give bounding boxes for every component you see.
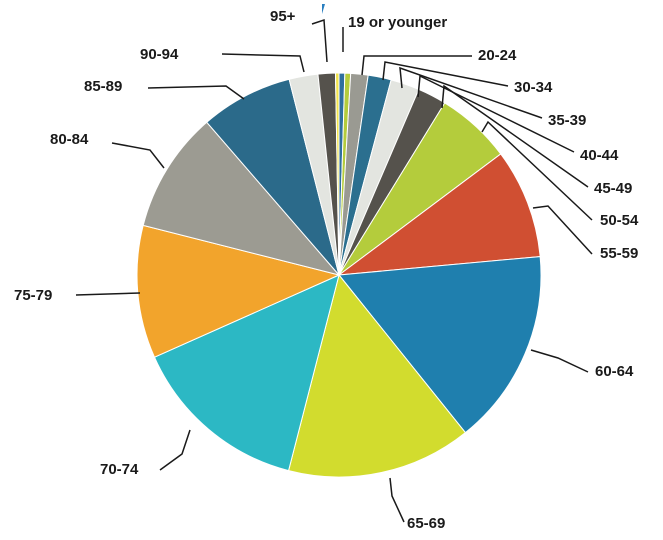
slice-70-74 (136, 224, 341, 358)
slice-label-70-74: 70-74 (100, 461, 139, 478)
slice-label-60-64: 60-64 (595, 363, 634, 380)
leader-line-35-39 (399, 66, 543, 119)
leader-line-45-49 (441, 84, 589, 188)
slice-label-20-24: 20-24 (478, 47, 517, 64)
leader-line-80-84 (111, 142, 165, 169)
slice-label-19-or-younger: 19 or younger (348, 14, 447, 31)
slice-60-64 (287, 273, 467, 478)
slice-label-35-39: 35-39 (548, 112, 586, 129)
slice-label-85-89: 85-89 (84, 78, 122, 95)
slice-label-95+: 95+ (270, 8, 296, 25)
slice-label-50-54: 50-54 (600, 212, 639, 229)
slice-label-75-79: 75-79 (14, 287, 52, 304)
leader-line-70-74 (159, 429, 191, 471)
slice-75-79 (142, 121, 341, 276)
slice-label-55-59: 55-59 (600, 245, 638, 262)
leader-line-90-94 (221, 53, 305, 73)
pie-slices (136, 72, 542, 478)
slice-label-80-84: 80-84 (50, 131, 89, 148)
slice-label-45-49: 45-49 (594, 180, 632, 197)
leader-line-20-24 (361, 55, 472, 76)
slice-label-40-44: 40-44 (580, 147, 619, 164)
leader-line-65-69 (389, 477, 405, 523)
leader-line-50-54 (481, 120, 593, 221)
slice-55-59 (338, 256, 542, 434)
slice-50-54 (337, 153, 541, 276)
leader-line-85-89 (147, 85, 245, 100)
slice-labels: 19 or younger 20-24 30-34 35-39 40-44 45-49 50… (14, 4, 639, 532)
leader-line-40-44 (417, 74, 575, 153)
slice-label-65-69: 65-69 (407, 515, 445, 532)
leader-line-60-64 (530, 349, 589, 373)
leader-line-75-79 (75, 292, 141, 296)
leader-line-95+ (311, 18, 328, 63)
leader-line-30-34 (382, 61, 509, 87)
slice-65-69 (153, 274, 340, 472)
leader-line-55-59 (532, 205, 593, 255)
slice-label-30-34: 30-34 (514, 79, 553, 96)
leader-lines (75, 18, 593, 523)
slice-95+ (334, 72, 340, 276)
slice-label-90-94: 90-94 (140, 46, 179, 63)
pen-mark-icon (322, 4, 325, 14)
